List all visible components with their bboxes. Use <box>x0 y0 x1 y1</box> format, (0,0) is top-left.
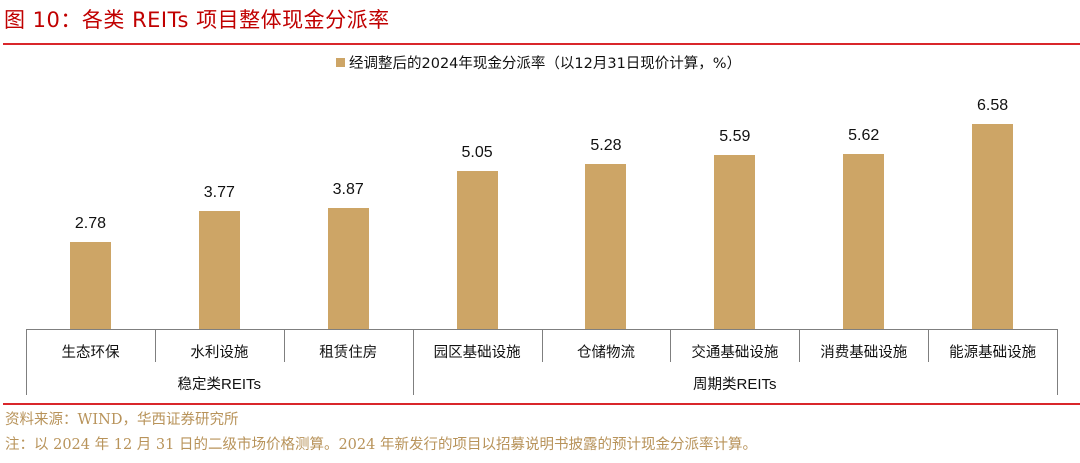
axis-tick <box>1057 329 1058 395</box>
category-label: 水利设施 <box>190 345 249 361</box>
axis-tick <box>155 329 156 362</box>
note-text: 注：以 2024 年 12 月 31 日的二级市场价格测算。2024 年新发行的… <box>5 437 757 453</box>
data-label: 5.62 <box>848 126 880 144</box>
category-label: 园区基础设施 <box>433 345 521 361</box>
category-label: 能源基础设施 <box>949 345 1037 361</box>
bar <box>585 164 627 329</box>
bar <box>843 153 885 329</box>
data-label: 5.28 <box>590 137 622 155</box>
chart-legend: 经调整后的2024年现金分派率（以12月31日现价计算，%） <box>336 52 741 73</box>
source-text: 资料来源：WIND，华西证券研究所 <box>5 412 239 428</box>
axis-tick <box>284 329 285 362</box>
data-label: 3.87 <box>332 181 364 199</box>
legend-swatch-icon <box>336 58 345 67</box>
axis-tick <box>928 329 929 362</box>
axis-tick <box>799 329 800 362</box>
category-group-label: 稳定类REITs <box>177 376 262 393</box>
category-label: 租赁住房 <box>319 345 378 361</box>
axis-tick <box>413 329 414 395</box>
title-divider <box>3 43 1080 45</box>
bar <box>198 211 240 329</box>
figure-title: 图 10：各类 REITs 项目整体现金分派率 <box>4 8 390 32</box>
axis-tick <box>26 329 27 395</box>
bar <box>972 123 1014 329</box>
bar <box>69 242 111 329</box>
data-label: 5.59 <box>719 127 751 145</box>
category-group-label: 周期类REITs <box>693 376 777 393</box>
bar <box>456 171 498 329</box>
bar <box>714 154 756 329</box>
data-label: 2.78 <box>74 215 106 233</box>
data-label: 5.05 <box>461 144 493 162</box>
bar <box>327 208 369 329</box>
x-axis-line <box>26 329 1057 330</box>
axis-tick <box>670 329 671 362</box>
category-label: 生态环保 <box>61 345 120 361</box>
axis-tick <box>542 329 543 362</box>
category-label: 仓储物流 <box>577 345 635 361</box>
data-label: 6.58 <box>976 96 1009 114</box>
data-label: 3.77 <box>203 184 235 202</box>
bottom-divider <box>3 403 1080 405</box>
category-label: 交通基础设施 <box>691 345 779 361</box>
category-label: 消费基础设施 <box>820 345 908 361</box>
legend-label: 经调整后的2024年现金分派率（以12月31日现价计算，%） <box>349 56 742 72</box>
